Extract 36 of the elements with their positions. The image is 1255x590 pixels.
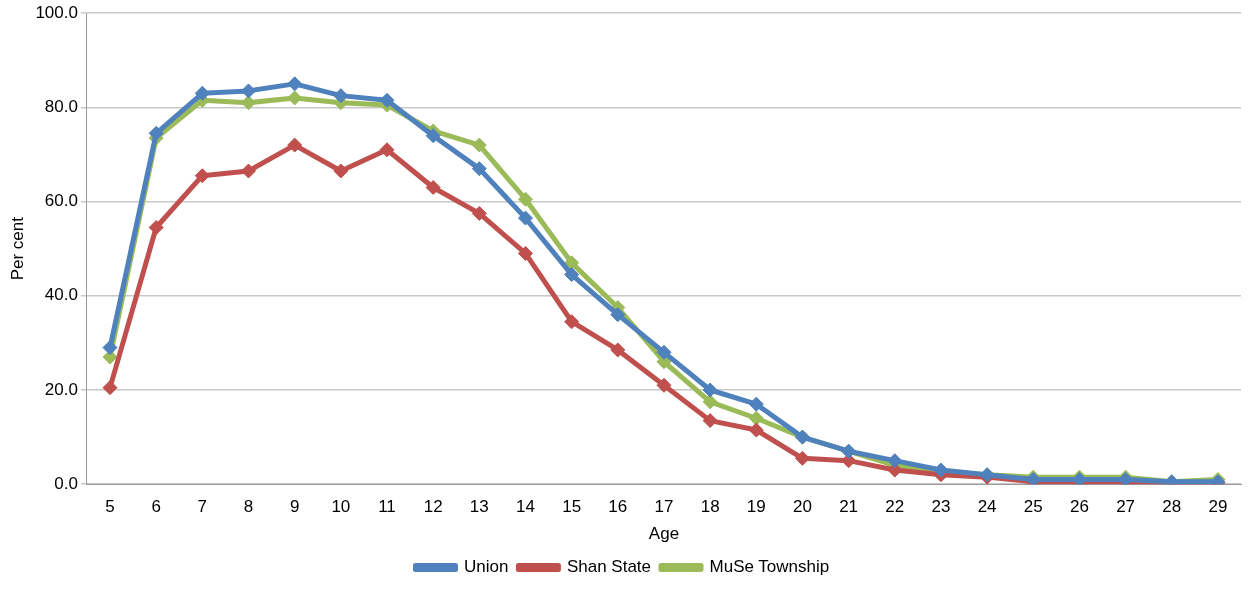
y-tick-label: 60.0 [44,191,78,211]
x-tick-label: 10 [331,497,351,517]
x-tick-label: 22 [885,497,905,517]
x-tick-label: 27 [1116,497,1136,517]
x-tick-label: 23 [931,497,951,517]
legend-label: Union [463,557,509,577]
x-tick-label: 8 [243,497,254,517]
x-tick-label: 12 [423,497,443,517]
y-tick-label: 80.0 [44,97,78,117]
y-tick-label: 0.0 [54,473,78,493]
x-tick-label: 11 [378,497,396,517]
x-tick-label: 13 [469,497,489,517]
x-tick-label: 9 [289,497,300,517]
x-tick-label: 6 [151,497,161,517]
y-tick-label: 40.0 [44,285,78,305]
x-tick-label: 21 [839,497,859,517]
x-axis-title: Age [648,524,680,544]
legend-label: MuSe Township [709,557,830,577]
y-tick-label: 100.0 [35,2,78,22]
x-tick-label: 16 [608,497,628,517]
x-tick-label: 29 [1208,497,1228,517]
x-tick-label: 7 [197,497,208,517]
x-tick-label: 14 [516,497,535,517]
x-tick-label: 5 [105,497,115,517]
y-axis-title: Per cent [7,216,27,281]
y-tick-label: 20.0 [44,379,78,399]
x-tick-label: 24 [977,497,997,517]
x-tick-label: 28 [1162,497,1182,517]
x-tick-label: 18 [700,497,720,517]
x-tick-label: 15 [562,497,582,517]
x-tick-label: 20 [793,497,812,517]
x-tick-label: 17 [654,497,674,517]
x-tick-label: 25 [1023,497,1043,517]
legend-label: Shan State [566,557,652,577]
x-tick-label: 26 [1069,497,1089,517]
x-tick-label: 19 [746,497,766,517]
